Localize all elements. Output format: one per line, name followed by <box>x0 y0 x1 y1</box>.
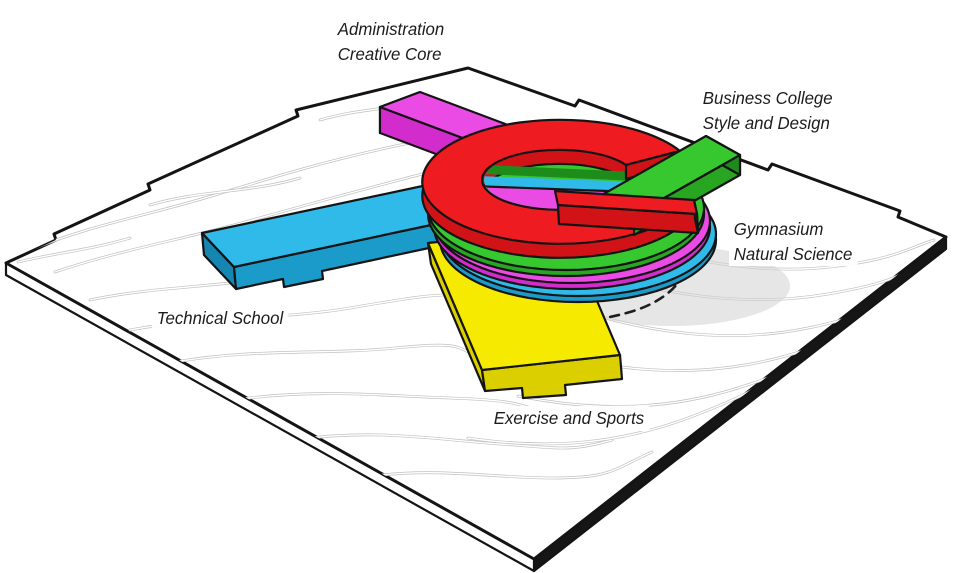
label-gymnasium-line2: Natural Science <box>733 243 853 264</box>
label-business-college: Business College Style and Design <box>698 86 838 135</box>
contour-line-highlight <box>294 434 613 449</box>
label-business-line2: Style and Design <box>702 112 830 133</box>
label-administration: Administration Creative Core <box>333 17 450 66</box>
courtyard-business-wall <box>484 165 634 181</box>
gymnasium-ring-arm <box>553 189 700 235</box>
label-exercise-sports: Exercise and Sports <box>489 406 649 431</box>
label-gymnasium-line1: Gymnasium <box>733 219 824 239</box>
label-business-line1: Business College <box>702 88 833 108</box>
label-gymnasium: Gymnasium Natural Science <box>729 217 858 266</box>
label-sports-line1: Exercise and Sports <box>493 408 645 428</box>
contour-line-highlight <box>17 237 131 263</box>
contour-line-highlight <box>149 177 301 206</box>
contour-line-highlight <box>54 171 431 273</box>
label-technical-line1: Technical School <box>156 308 284 328</box>
label-administration-line2: Creative Core <box>337 43 442 64</box>
contour-line-highlight <box>359 451 653 479</box>
ring-arm-top-face <box>553 189 699 216</box>
contour-line-highlight <box>174 344 479 363</box>
label-administration-line1: Administration <box>337 19 445 39</box>
label-technical-school: Technical School <box>152 306 289 331</box>
technical-school-wing <box>200 176 496 291</box>
sports-wing-end-face <box>480 353 624 400</box>
